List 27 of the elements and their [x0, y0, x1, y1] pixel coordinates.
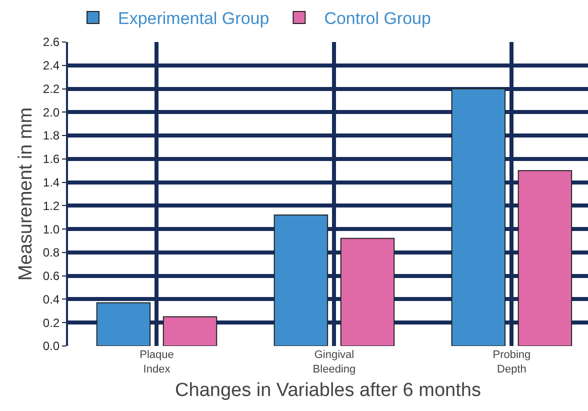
y-tick-label: 1.0	[42, 222, 60, 236]
y-tick-label: 0.2	[42, 316, 60, 330]
legend-label: Experimental Group	[118, 9, 270, 28]
y-tick-label: 0.8	[42, 246, 60, 260]
y-axis-title: Measurement in mm	[15, 107, 36, 281]
bar	[451, 88, 506, 346]
x-tick-label: Gingival Bleeding	[312, 349, 356, 376]
bar	[518, 170, 572, 346]
x-tick-label: Probing Depth	[492, 349, 531, 376]
bar	[96, 302, 151, 346]
y-tick-label: 0.6	[42, 269, 60, 284]
y-tick-label: 2.6	[42, 35, 60, 50]
y-tick-label: 1.6	[42, 152, 60, 166]
y-tick-label: 2.0	[42, 105, 60, 120]
y-tick-label: 0.0	[42, 339, 60, 354]
y-tick-label: 2.4	[42, 58, 60, 73]
y-tick-label: 1.8	[42, 128, 60, 143]
y-tick-label: 2.2	[42, 82, 60, 96]
y-tick-label: 1.2	[42, 198, 60, 213]
y-tick-label: 0.4	[42, 292, 60, 306]
y-tick-label: 1.4	[42, 176, 60, 190]
bar	[340, 238, 395, 346]
legend-label: Control Group	[324, 9, 431, 28]
bar	[274, 214, 328, 346]
x-axis-title: Changes in Variables after 6 months	[175, 380, 481, 402]
x-tick-label: Plaque Index	[140, 349, 174, 376]
bar	[162, 316, 218, 346]
